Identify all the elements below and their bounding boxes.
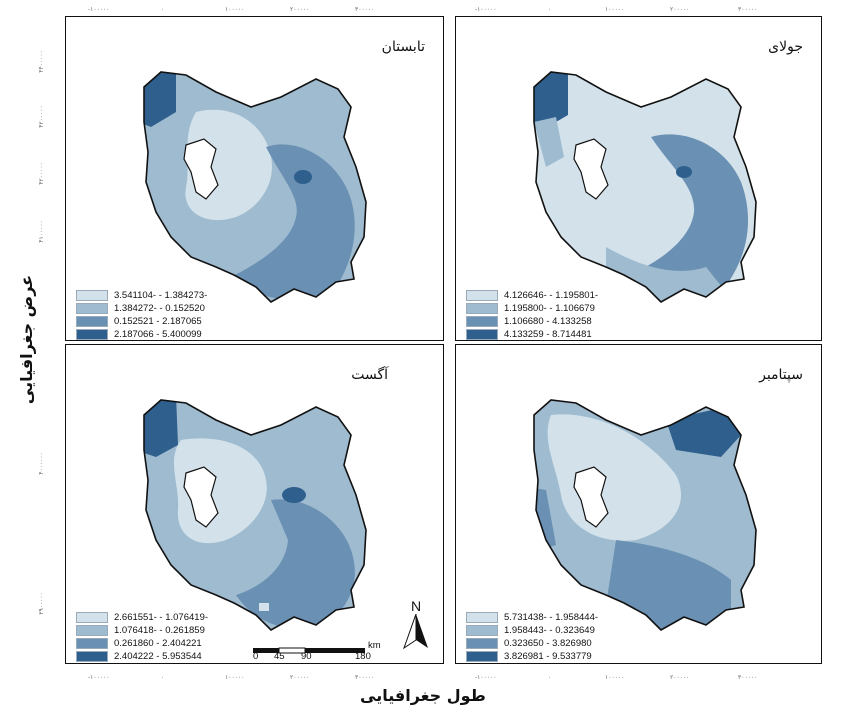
y-tick: ۳۹۰۰۰۰۰: [37, 592, 45, 615]
north-arrow-graphic: [403, 613, 428, 650]
legend-swatch: [466, 612, 498, 623]
x-tick-bottom: ۱۰۰۰۰۰: [225, 674, 245, 681]
x-tick-top: ۳۰۰۰۰۰: [738, 6, 758, 13]
legend-swatch: [466, 303, 498, 314]
legend-swatch: [76, 612, 108, 623]
legend-swatch: [466, 290, 498, 301]
legend: 4.126646- - 1.195801- 1.195800- - 1.1066…: [466, 289, 598, 341]
scale-label: 180: [355, 651, 371, 662]
map-panel-september: سپتامبر 5.731438- - 1.958444- 1.958443- …: [455, 344, 822, 664]
x-axis-title: طول جغرافیایی: [360, 686, 486, 705]
legend-label: 1.106680 - 4.133258: [504, 316, 592, 327]
x-tick-top: ۰: [548, 6, 552, 13]
legend: 3.541104- - 1.384273- 1.384272- - 0.1525…: [76, 289, 207, 341]
x-tick-top: ۲۰۰۰۰۰: [290, 6, 310, 13]
x-tick-top: ۲۰۰۰۰۰: [670, 6, 690, 13]
y-tick: ۴۲۰۰۰۰۰: [37, 162, 45, 185]
scale-label: 0: [253, 651, 259, 662]
x-tick-bottom: -۱۰۰۰۰۰: [475, 674, 497, 681]
legend-label: 1.958443- - 0.323649: [504, 625, 595, 636]
y-tick: ۴۰۰۰۰۰۰: [37, 452, 45, 475]
north-arrow-icon: N: [402, 598, 430, 654]
x-tick-bottom: ۲۰۰۰۰۰: [290, 674, 310, 681]
legend-label: 1.195800- - 1.106679: [504, 303, 595, 314]
y-tick: ۴۲۰۰۰۰۰: [37, 105, 45, 128]
map-canvas: [143, 399, 367, 631]
legend-label: 3.826981 - 9.533779: [504, 651, 592, 662]
scale-bar: [253, 640, 373, 659]
legend-label: 2.187066 - 5.400099: [114, 329, 202, 340]
x-tick-top: -۱۰۰۰۰۰: [88, 6, 110, 13]
legend-label: 5.731438- - 1.958444-: [504, 612, 599, 623]
legend-swatch: [466, 651, 498, 662]
legend-label: 2.661551- - 1.076419-: [114, 612, 209, 623]
legend-label: 4.133259 - 8.714481: [504, 329, 592, 340]
legend-label: 0.323650 - 3.826980: [504, 638, 592, 649]
legend-swatch: [76, 651, 108, 662]
map-panel-august: آگست 2.661551- - 1.076419- 1.076418- - 0…: [65, 344, 444, 664]
scale-label: 45: [274, 651, 285, 662]
legend-swatch: [466, 638, 498, 649]
legend-swatch: [76, 290, 108, 301]
panel-title: تابستان: [381, 39, 425, 55]
x-tick-top: ۳۰۰۰۰۰: [355, 6, 375, 13]
y-tick: ۴۴۰۰۰۰۰: [37, 50, 45, 73]
y-tick: ۴۱۰۰۰۰۰: [37, 220, 45, 243]
x-tick-bottom: -۱۰۰۰۰۰: [88, 674, 110, 681]
y-axis-title: عرض جغرافیایی: [17, 274, 37, 405]
x-tick-top: ۱۰۰۰۰۰: [225, 6, 245, 13]
legend-label: 0.261860 - 2.404221: [114, 638, 202, 649]
legend-swatch: [76, 625, 108, 636]
legend-swatch: [466, 329, 498, 340]
legend-label: 4.126646- - 1.195801-: [504, 290, 599, 301]
legend-label: 3.541104- - 1.384273-: [114, 290, 208, 301]
north-label: N: [410, 598, 422, 614]
panel-title: آگست: [351, 367, 388, 383]
legend-label: 2.404222 - 5.953544: [114, 651, 202, 662]
scale-bar-graphic: [253, 647, 365, 654]
legend-swatch: [76, 638, 108, 649]
legend: 5.731438- - 1.958444- 1.958443- - 0.3236…: [466, 611, 598, 663]
scale-label: 90: [301, 651, 312, 662]
x-tick-bottom: ۰: [161, 674, 165, 681]
x-tick-bottom: ۱۰۰۰۰۰: [605, 674, 625, 681]
map-panel-summer: تابستان 3.541104- - 1.384273- 1.384272- …: [65, 16, 444, 341]
legend-swatch: [466, 625, 498, 636]
scale-unit: km: [368, 640, 381, 651]
x-tick-top: ۱۰۰۰۰۰: [605, 6, 625, 13]
x-tick-bottom: ۲۰۰۰۰۰: [670, 674, 690, 681]
legend: 2.661551- - 1.076419- 1.076418- - 0.2618…: [76, 611, 208, 663]
x-tick-bottom: ۳۰۰۰۰۰: [738, 674, 758, 681]
legend-label: 1.076418- - 0.261859: [114, 625, 205, 636]
panel-title: سپتامبر: [759, 367, 803, 383]
map-canvas: [533, 399, 757, 631]
x-tick-top: -۱۰۰۰۰۰: [475, 6, 497, 13]
x-tick-bottom: ۳۰۰۰۰۰: [355, 674, 375, 681]
panel-title: جولای: [768, 39, 803, 55]
legend-swatch: [76, 316, 108, 327]
map-panel-july: جولای 4.126646- - 1.195801- 1.195800- - …: [455, 16, 822, 341]
legend-swatch: [466, 316, 498, 327]
legend-label: 0.152521 - 2.187065: [114, 316, 202, 327]
legend-label: 1.384272- - 0.152520: [114, 303, 205, 314]
x-tick-top: ۰: [161, 6, 165, 13]
map-canvas: [143, 71, 367, 303]
map-canvas: [533, 71, 757, 303]
legend-swatch: [76, 303, 108, 314]
legend-swatch: [76, 329, 108, 340]
x-tick-bottom: ۰: [548, 674, 552, 681]
